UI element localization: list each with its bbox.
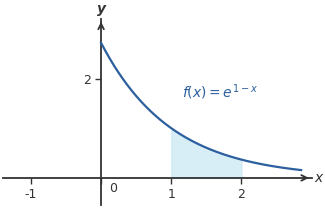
Text: x: x <box>315 171 323 185</box>
Text: y: y <box>97 2 106 16</box>
Text: 0: 0 <box>110 182 118 195</box>
Text: $f(x) = e^{1-x}$: $f(x) = e^{1-x}$ <box>182 83 258 102</box>
